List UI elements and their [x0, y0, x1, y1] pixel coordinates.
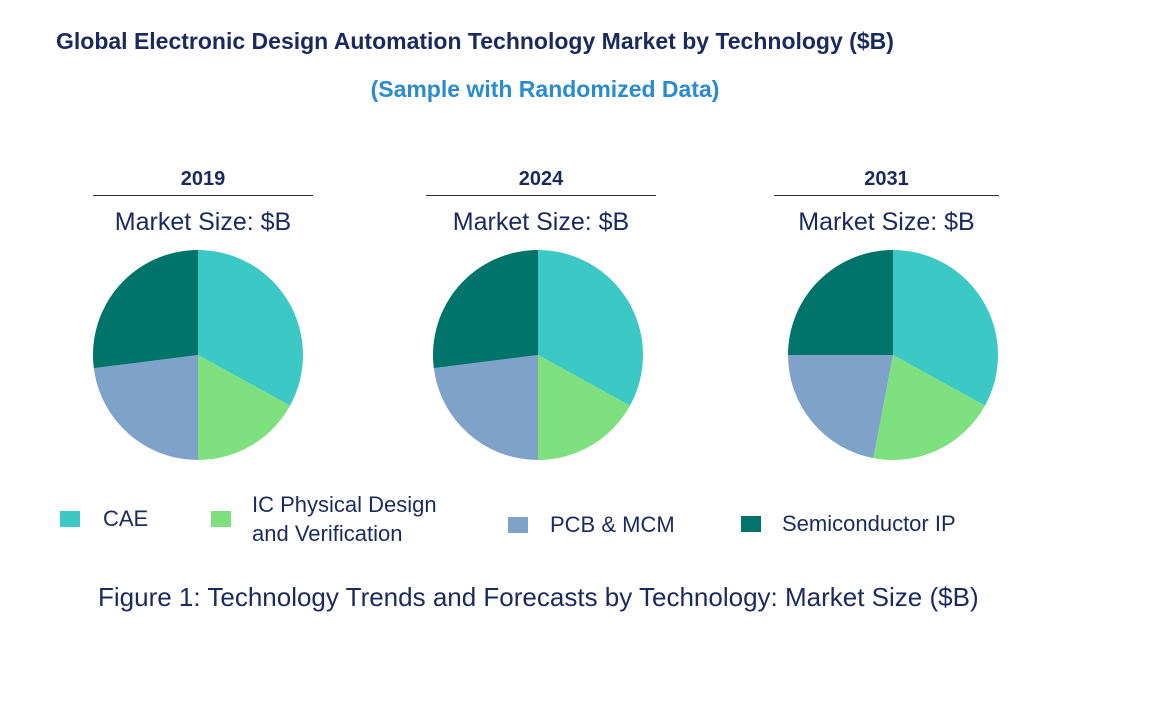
pie-slice-cae — [893, 250, 998, 406]
pie-slice-ic-physical-design-and-verification — [538, 355, 631, 460]
pie-slice-cae — [198, 250, 303, 406]
figure-caption: Figure 1: Technology Trends and Forecast… — [98, 582, 979, 612]
legend-item-semiconductor-ip: Semiconductor IP — [741, 509, 956, 538]
legend-item-pcb-mcm: PCB & MCM — [508, 510, 675, 539]
legend-label: Semiconductor IP — [782, 511, 956, 536]
legend-swatch — [211, 511, 231, 527]
legend-label: CAE — [103, 506, 149, 531]
market-size-label: Market Size: $B — [798, 208, 975, 236]
legend-item-ic-physical: IC Physical Design and Verification — [211, 490, 437, 548]
chart-title: Global Electronic Design Automation Tech… — [56, 28, 894, 54]
pie-slice-semiconductor-ip — [93, 250, 198, 369]
legend-label: PCB & MCM — [550, 512, 675, 537]
legend-label: IC Physical Design and Verification — [252, 492, 437, 546]
pie-slice-ic-physical-design-and-verification — [198, 355, 291, 460]
pie-slice-semiconductor-ip — [433, 250, 538, 369]
legend-swatch — [741, 515, 761, 532]
panel-2019: 2019 Market Size: $B — [93, 168, 313, 237]
legend-item-cae: CAE — [60, 504, 148, 533]
market-size-label: Market Size: $B — [452, 208, 630, 236]
legend-swatch — [60, 510, 80, 527]
pie-chart-2031 — [788, 250, 998, 460]
legend-swatch — [508, 516, 528, 533]
pie-year-label: 2024 — [426, 168, 656, 196]
pie-slice-ic-physical-design-and-verification — [873, 355, 986, 460]
panel-2024: 2024 Market Size: $B — [426, 168, 656, 237]
pie-slice-semiconductor-ip — [788, 250, 893, 355]
pie-chart-2019 — [93, 250, 303, 460]
pie-chart-2024 — [433, 250, 643, 460]
chart-subtitle: (Sample with Randomized Data) — [370, 76, 720, 102]
pie-slice-pcb-mcm — [788, 355, 893, 459]
pie-slice-cae — [538, 250, 643, 406]
panel-2031: 2031 Market Size: $B — [774, 168, 999, 237]
pie-year-label: 2019 — [93, 168, 313, 196]
pie-slice-pcb-mcm — [433, 355, 538, 460]
pie-year-label: 2031 — [774, 168, 999, 196]
pie-slice-pcb-mcm — [93, 355, 198, 460]
market-size-label: Market Size: $B — [114, 208, 292, 236]
